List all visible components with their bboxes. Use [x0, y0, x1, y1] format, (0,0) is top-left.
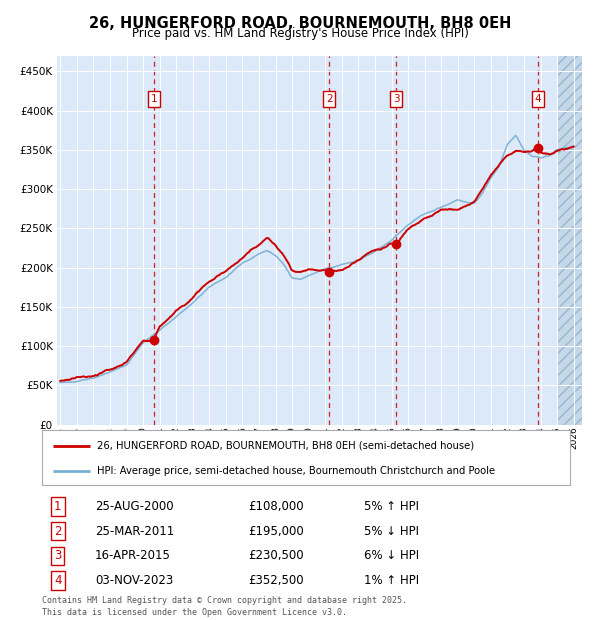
Text: 25-AUG-2000: 25-AUG-2000 [95, 500, 173, 513]
Text: 2: 2 [54, 525, 62, 538]
Text: 3: 3 [393, 94, 400, 104]
Text: 1: 1 [151, 94, 157, 104]
Text: 3: 3 [54, 549, 62, 562]
Text: £108,000: £108,000 [248, 500, 304, 513]
Text: Price paid vs. HM Land Registry's House Price Index (HPI): Price paid vs. HM Land Registry's House … [131, 27, 469, 40]
Text: 5% ↑ HPI: 5% ↑ HPI [364, 500, 419, 513]
Text: 26, HUNGERFORD ROAD, BOURNEMOUTH, BH8 0EH (semi-detached house): 26, HUNGERFORD ROAD, BOURNEMOUTH, BH8 0E… [97, 441, 475, 451]
Text: 5% ↓ HPI: 5% ↓ HPI [364, 525, 419, 538]
Text: 25-MAR-2011: 25-MAR-2011 [95, 525, 174, 538]
Text: £230,500: £230,500 [248, 549, 304, 562]
Text: £352,500: £352,500 [248, 575, 304, 587]
Text: £195,000: £195,000 [248, 525, 304, 538]
Text: HPI: Average price, semi-detached house, Bournemouth Christchurch and Poole: HPI: Average price, semi-detached house,… [97, 466, 496, 476]
Text: 16-APR-2015: 16-APR-2015 [95, 549, 170, 562]
Text: Contains HM Land Registry data © Crown copyright and database right 2025.
This d: Contains HM Land Registry data © Crown c… [42, 596, 407, 617]
Text: 2: 2 [326, 94, 332, 104]
FancyBboxPatch shape [42, 430, 570, 485]
Text: 1: 1 [54, 500, 62, 513]
Text: 03-NOV-2023: 03-NOV-2023 [95, 575, 173, 587]
Text: 4: 4 [54, 575, 62, 587]
Text: 4: 4 [535, 94, 541, 104]
Text: 26, HUNGERFORD ROAD, BOURNEMOUTH, BH8 0EH: 26, HUNGERFORD ROAD, BOURNEMOUTH, BH8 0E… [89, 16, 511, 31]
Text: 6% ↓ HPI: 6% ↓ HPI [364, 549, 419, 562]
Text: 1% ↑ HPI: 1% ↑ HPI [364, 575, 419, 587]
